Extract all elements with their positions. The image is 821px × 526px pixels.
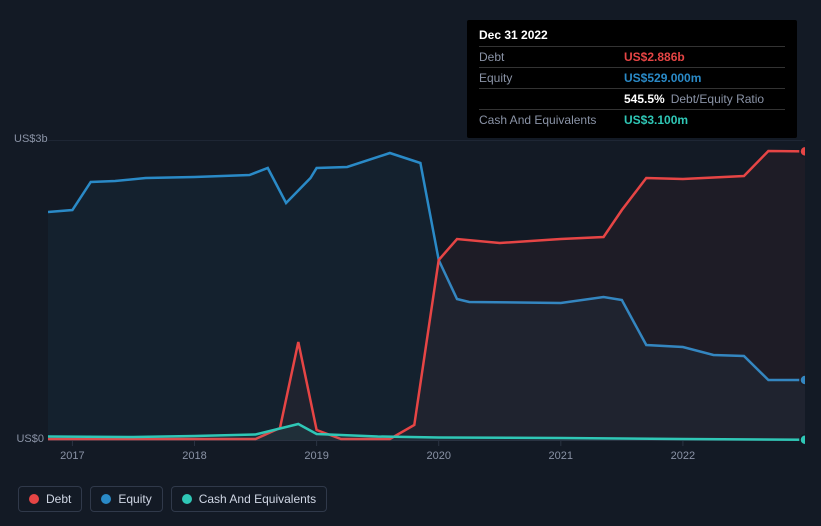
legend-label: Equity (118, 492, 151, 506)
tooltip-row-value: US$529.000m (624, 71, 701, 85)
tooltip-row: EquityUS$529.000m (479, 67, 785, 88)
tooltip-row-label (479, 92, 624, 106)
chart-plot-area[interactable] (48, 140, 805, 470)
x-axis-label: 2020 (426, 450, 450, 462)
tooltip-row: 545.5% Debt/Equity Ratio (479, 88, 785, 109)
tooltip-date: Dec 31 2022 (479, 28, 785, 42)
tooltip-row-value: US$2.886b (624, 50, 685, 64)
legend-swatch (182, 494, 192, 504)
legend-swatch (101, 494, 111, 504)
x-axis-label: 2019 (304, 450, 328, 462)
tooltip-row-extra: Debt/Equity Ratio (671, 92, 764, 106)
x-axis-label: 2017 (60, 450, 84, 462)
legend-item[interactable]: Cash And Equivalents (171, 486, 327, 512)
legend-label: Cash And Equivalents (199, 492, 316, 506)
x-axis-label: 2021 (549, 450, 573, 462)
legend-item[interactable]: Debt (18, 486, 82, 512)
tooltip-row-label: Debt (479, 50, 624, 64)
legend-label: Debt (46, 492, 71, 506)
chart-legend: Debt Equity Cash And Equivalents (18, 486, 327, 512)
tooltip-row-label: Equity (479, 71, 624, 85)
legend-item[interactable]: Equity (90, 486, 162, 512)
legend-swatch (29, 494, 39, 504)
x-axis-label: 2018 (182, 450, 206, 462)
x-axis-label: 2022 (671, 450, 695, 462)
debt-equity-chart: US$0 US$3b 2017 2018 2019 2020 2021 2022 (0, 120, 821, 480)
y-axis-label: US$3b (14, 133, 44, 145)
tooltip-row-value: 545.5% (624, 92, 665, 106)
tooltip-row: DebtUS$2.886b (479, 46, 785, 67)
y-axis-label: US$0 (14, 433, 44, 445)
